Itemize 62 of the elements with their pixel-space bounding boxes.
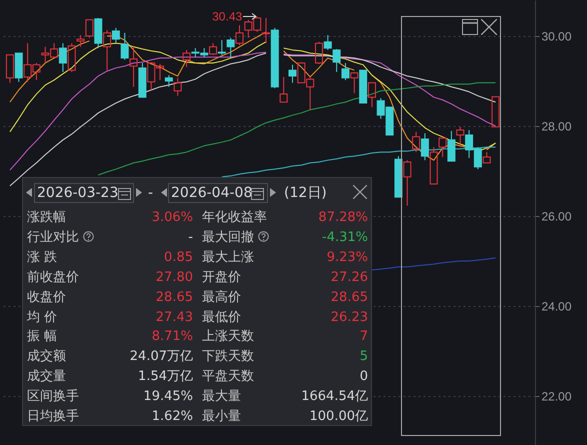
annotation: 28.65 (156, 290, 193, 306)
y-tick-label: 30.00 (542, 29, 572, 44)
annotation: 27.43 (156, 310, 193, 326)
candlestick (262, 18, 270, 44)
annotation: 27.26 (330, 270, 368, 286)
y-tick-label: 28.00 (542, 119, 572, 134)
annotation: 开盘价 (202, 270, 241, 286)
annotation: 1664.54亿 (301, 389, 368, 406)
annotation: 平盘天数 (202, 369, 254, 386)
candlestick (103, 30, 112, 71)
annotation: 0 (360, 369, 368, 386)
annotation: 30.43 (212, 10, 242, 24)
candlestick (130, 46, 138, 88)
annotation: 最小量 (202, 409, 241, 425)
annotation: 涨跌幅 (27, 210, 66, 226)
annotation: 2026-03-23 (37, 185, 118, 201)
annotation: 均 价 (27, 310, 58, 326)
annotation: 26.23 (330, 310, 368, 326)
annotation: 5 (360, 349, 368, 366)
annotation: 9.23% (326, 250, 368, 266)
candlestick (174, 77, 182, 96)
annotation: 8.71% (152, 329, 193, 346)
annotation: 年化收益率 (202, 210, 267, 226)
annotation: 19.45% (143, 389, 193, 406)
annotation: 1.62% (152, 409, 193, 425)
annotation: - (188, 230, 193, 246)
annotation: 27.80 (156, 270, 193, 286)
annotation: 最低价 (202, 310, 241, 326)
annotation: 7 (360, 329, 368, 346)
candlestick (58, 42, 67, 72)
annotation: 28.65 (330, 290, 368, 306)
y-tick-label: 22.00 (542, 389, 572, 404)
annotation: 振 幅 (27, 329, 58, 346)
annotation: 1.54万亿 (138, 369, 193, 386)
annotation: 最大回撤 (202, 230, 255, 246)
annotation: 成交量 (27, 369, 66, 386)
annotation: 上涨天数 (202, 329, 254, 346)
annotation: 收盘价 (27, 290, 66, 306)
annotation: (12日) (284, 185, 327, 201)
annotation: - (148, 185, 154, 201)
annotation: 最大量 (202, 389, 241, 406)
annotation: 行业对比 (27, 230, 80, 246)
annotation: 100.00亿 (310, 409, 368, 425)
annotation: 最大上涨 (202, 250, 254, 266)
line-series (371, 257, 496, 270)
annotation: 2026-04-08 (171, 185, 252, 201)
annotation: 日均换手 (27, 409, 79, 425)
annotation: 87.28% (318, 210, 368, 226)
annotation: 3.06% (152, 210, 193, 226)
line-series (98, 82, 496, 176)
annotation: 24.07万亿 (130, 349, 193, 366)
annotation: 区间换手 (27, 389, 79, 406)
candlestick (164, 74, 173, 88)
y-tick-label: 24.00 (542, 299, 572, 314)
annotation: 前收盘价 (27, 270, 79, 286)
annotation: 0.85 (164, 250, 193, 266)
annotation: -4.31% (322, 230, 368, 246)
y-tick-label: 26.00 (542, 209, 572, 224)
annotation: 下跌天数 (202, 349, 254, 366)
annotation: 涨 跌 (27, 250, 58, 266)
annotation: 成交额 (27, 349, 66, 366)
annotation: 最高价 (202, 290, 241, 306)
